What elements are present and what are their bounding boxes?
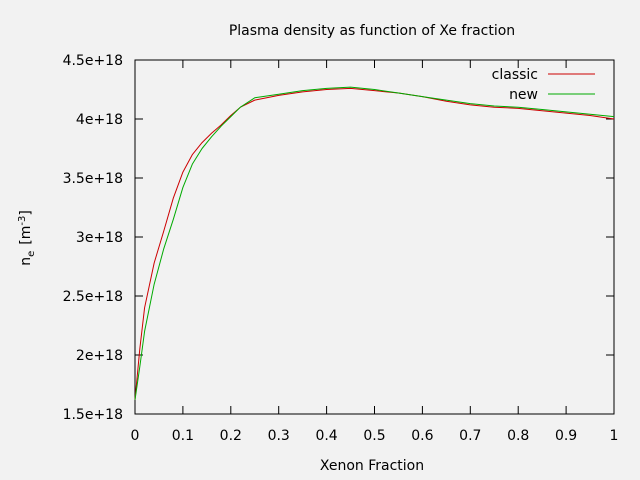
series-line-new <box>134 86 615 400</box>
series-layer <box>134 86 615 400</box>
y-axis-title-unit: [m <box>18 226 34 245</box>
x-axis: 0 0.1 0.2 0.3 0.4 0.5 0.6 0.7 0.8 0.9 1 <box>131 60 619 444</box>
y-tick-label: 1.5e+18 <box>63 407 123 423</box>
y-axis-title-exp: -3 <box>17 216 28 226</box>
legend-label-new: new <box>509 87 538 103</box>
y-axis-title: ne [m-3] <box>17 210 37 266</box>
y-axis-title-sub: e <box>26 251 37 257</box>
plot-area <box>134 59 615 415</box>
y-tick-label: 4.5e+18 <box>63 53 123 69</box>
chart-title: Plasma density as function of Xe fractio… <box>229 23 515 39</box>
y-axis-title-close: ] <box>18 210 34 215</box>
y-tick-label: 2e+18 <box>76 348 123 364</box>
y-axis: 1.5e+18 2e+18 2.5e+18 3e+18 3.5e+18 4e+18 4.5e… <box>63 53 614 423</box>
x-axis-title: Xenon Fraction <box>320 458 424 474</box>
x-tick-label: 0.8 <box>507 428 529 444</box>
x-tick-label: 0.4 <box>315 428 337 444</box>
plot-frame <box>134 59 615 415</box>
y-tick-label: 3.5e+18 <box>63 171 123 187</box>
x-tick-label: 0.3 <box>268 428 290 444</box>
x-tick-label: 0.7 <box>459 428 481 444</box>
legend: classic new <box>492 67 595 103</box>
x-tick-label: 0.9 <box>555 428 577 444</box>
series-line-classic <box>134 87 615 400</box>
x-tick-label: 0.1 <box>172 428 194 444</box>
y-tick-label: 4e+18 <box>76 112 123 128</box>
x-tick-label: 1 <box>610 428 619 444</box>
x-tick-label: 0.6 <box>411 428 433 444</box>
y-tick-label: 2.5e+18 <box>63 289 123 305</box>
legend-label-classic: classic <box>492 67 538 83</box>
y-tick-label: 3e+18 <box>76 230 123 246</box>
x-tick-label: 0 <box>131 428 140 444</box>
x-tick-label: 0.2 <box>220 428 242 444</box>
x-tick-label: 0.5 <box>363 428 385 444</box>
y-axis-title-base: n <box>18 257 34 266</box>
